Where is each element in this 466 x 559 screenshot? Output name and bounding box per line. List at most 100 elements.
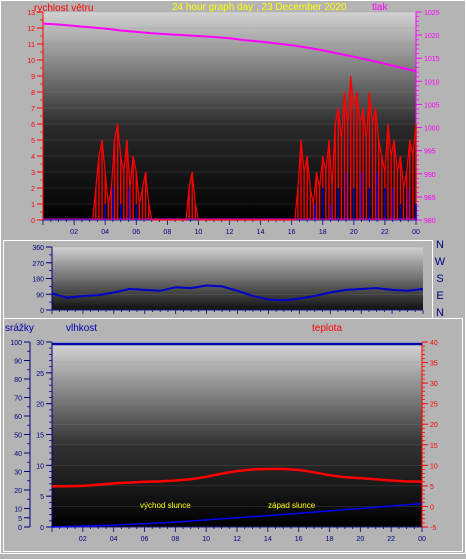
wind-speed-tick-label: 12 [27, 26, 35, 33]
bot-x-label: 20 [356, 536, 364, 543]
top-x-label: 04 [101, 229, 109, 236]
y-axis-label-precipitation: srážky [5, 323, 34, 334]
top-x-label: 02 [70, 229, 78, 236]
bot-x-label: 22 [387, 536, 395, 543]
series-top [42, 11, 417, 221]
series-bottom [51, 341, 423, 528]
direction-tick-label: 270 [32, 261, 44, 268]
annotation-sunrise: východ slunce [140, 501, 191, 510]
direction-label: N [436, 239, 444, 251]
y-ticks-wind-direction: 0 90 180 270 360 [32, 245, 53, 315]
pressure-tick-label: 1005 [424, 102, 440, 109]
bot-x-label: 00 [418, 536, 426, 543]
bot-x-label: 18 [326, 536, 334, 543]
top-x-label: 10 [195, 229, 203, 236]
pressure-tick-label: 995 [424, 149, 436, 156]
direction-label: W [435, 256, 446, 268]
top-x-label: 12 [226, 229, 234, 236]
top-x-label: 22 [381, 229, 389, 236]
precip-tick-label: 50 [14, 433, 22, 440]
series-wind-direction [51, 246, 424, 311]
temperature-tick-label: 35 [430, 361, 438, 368]
wind-speed-tick-label: 5 [31, 138, 35, 145]
precip-tick-label: 90 [14, 359, 22, 366]
y-ticks-precipitation: 0 5 10 20 30 40 50 60 70 80 90 100 [10, 340, 31, 532]
y3-axis-label-humidity: vlhkost [66, 323, 97, 334]
humidity-tick-label: 25 [36, 371, 44, 378]
pressure-tick-label: 1020 [424, 33, 440, 40]
temperature-tick-label: 5 [430, 484, 434, 491]
x-ticks-top: 02 04 06 08 10 12 14 16 18 20 22 00 [42, 219, 420, 236]
precip-tick-label: 70 [14, 396, 22, 403]
y2-ticks-pressure: 980 985 990 995 1000 1005 1010 1015 1020 1025 [415, 10, 440, 225]
wind-speed-tick-label: 11 [28, 42, 35, 49]
humidity-tick-label: 0 [40, 525, 44, 532]
y-axis-label-wind-speed: rychlost větru [34, 3, 93, 14]
y2-ticks-temperature: -5 0 5 10 15 20 25 30 35 40 [421, 340, 438, 532]
humidity-tick-label: 5 [40, 494, 44, 501]
temperature-tick-label: 0 [430, 504, 434, 511]
series-wind-direction-line [51, 284, 424, 302]
pressure-tick-label: 985 [424, 195, 436, 202]
wind-speed-tick-label: 10 [27, 58, 35, 65]
pressure-tick-label: 1025 [424, 10, 440, 17]
top-x-label: 06 [132, 229, 140, 236]
pressure-tick-label: 1015 [424, 56, 440, 63]
temperature-tick-label: 10 [430, 463, 438, 470]
direction-tick-label: 0 [40, 308, 44, 315]
wind-speed-tick-label: 3 [31, 170, 35, 177]
temperature-tick-label: 30 [430, 381, 438, 388]
bot-x-label: 14 [264, 536, 272, 543]
bot-x-label: 16 [295, 536, 303, 543]
precip-tick-label: 5 [18, 516, 22, 523]
top-x-label: 18 [319, 229, 327, 236]
top-x-label: 00 [412, 229, 420, 236]
direction-tick-label: 360 [32, 245, 44, 252]
humidity-tick-label: 20 [36, 402, 44, 409]
pressure-tick-label: 980 [424, 218, 436, 225]
top-x-label: 20 [350, 229, 358, 236]
pressure-tick-label: 990 [424, 172, 436, 179]
x-ticks-middle [51, 309, 424, 314]
bot-x-label: 12 [233, 536, 241, 543]
bot-x-label: 02 [79, 536, 87, 543]
wind-speed-tick-label: 8 [31, 90, 35, 97]
direction-tick-label: 180 [32, 277, 44, 284]
wind-speed-tick-label: 2 [31, 186, 35, 193]
top-x-label: 08 [163, 229, 171, 236]
humidity-tick-label: 15 [36, 433, 44, 440]
chart-title: 24 hour graph day , 23 December 2020 [172, 2, 347, 13]
bot-x-label: 04 [110, 536, 118, 543]
wind-speed-tick-label: 4 [31, 154, 35, 161]
humidity-tick-label: 30 [36, 340, 44, 347]
temperature-tick-label: -5 [430, 525, 436, 532]
precip-tick-label: 80 [14, 377, 22, 384]
direction-label: E [436, 290, 443, 302]
pressure-tick-label: 1010 [424, 79, 440, 86]
annotation-sunset: západ slunce [268, 501, 316, 510]
precip-tick-label: 0 [18, 525, 22, 532]
series-precipitation-line [51, 502, 423, 528]
precip-tick-label: 20 [14, 488, 22, 495]
bot-x-label: 06 [141, 536, 149, 543]
temperature-tick-label: 25 [430, 402, 438, 409]
wind-speed-tick-label: 6 [31, 122, 35, 129]
precip-tick-label: 10 [14, 507, 22, 514]
precip-tick-label: 100 [10, 340, 22, 347]
top-x-label: 14 [257, 229, 265, 236]
y2-axis-label-pressure: tlak [372, 2, 389, 13]
temperature-tick-label: 15 [430, 443, 438, 450]
wind-speed-tick-label: 9 [31, 74, 35, 81]
plot-area-temp-humidity [52, 342, 422, 527]
precip-tick-label: 30 [14, 470, 22, 477]
temperature-tick-label: 40 [430, 340, 438, 347]
precip-tick-label: 40 [14, 451, 22, 458]
direction-label: N [436, 307, 444, 319]
wind-speed-tick-label: 1 [31, 202, 35, 209]
wind-speed-tick-label: 13 [27, 10, 35, 17]
direction-tick-label: 90 [36, 292, 44, 299]
bot-x-label: 08 [171, 536, 179, 543]
